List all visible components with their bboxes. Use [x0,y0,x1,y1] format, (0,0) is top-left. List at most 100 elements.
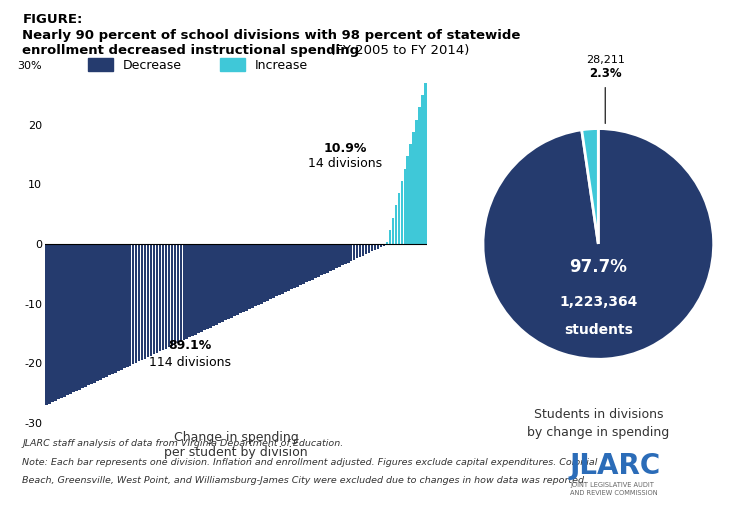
Bar [138,244,140,361]
Wedge shape [483,129,714,359]
Bar [305,244,308,282]
Text: 114 divisions: 114 divisions [148,356,231,368]
Bar [57,244,60,400]
Bar [400,181,404,244]
Bar [404,169,406,244]
Bar [278,244,280,295]
Bar [221,244,224,322]
Bar [251,244,254,308]
Bar [102,244,104,378]
Bar [66,244,69,395]
Text: 14 divisions: 14 divisions [308,157,382,170]
Bar [230,244,233,318]
Bar [326,244,328,272]
Bar [398,193,400,244]
Bar [394,206,398,244]
Bar [218,244,221,323]
Text: 1,223,364: 1,223,364 [559,295,638,309]
Bar [350,244,352,261]
Bar [275,244,278,296]
Bar [63,244,66,397]
Bar [290,244,292,290]
Bar [191,244,194,336]
Bar [239,244,242,313]
Bar [413,132,416,244]
Text: students: students [564,323,633,337]
Text: FIGURE:: FIGURE: [22,13,82,26]
Bar [75,244,78,391]
Text: 89.1%: 89.1% [168,339,211,352]
Bar [51,244,54,402]
Text: 10.9%: 10.9% [323,142,367,155]
Bar [170,244,173,346]
Bar [376,244,380,249]
Bar [257,244,260,305]
Bar [167,244,170,347]
Bar [358,244,362,257]
Bar [173,244,176,345]
Bar [245,244,248,310]
Text: 97.7%: 97.7% [569,258,627,276]
Text: Students in divisions
by change in spending: Students in divisions by change in spend… [527,408,670,439]
Bar [302,244,304,284]
Bar [266,244,268,301]
Bar [123,244,125,368]
Bar [132,244,134,364]
Bar [334,244,338,268]
Bar [135,244,137,363]
Bar [296,244,298,286]
Bar [272,244,274,298]
Bar [54,244,57,401]
Bar [150,244,152,356]
Bar [242,244,245,312]
Text: Beach, Greensville, West Point, and Williamsburg-James City were excluded due to: Beach, Greensville, West Point, and Will… [22,476,587,485]
Bar [364,244,368,254]
Bar [120,244,122,370]
Bar [96,244,99,381]
X-axis label: Change in spending
per student by division: Change in spending per student by divisi… [164,431,308,459]
Bar [410,144,413,244]
Bar [356,244,358,258]
Bar [332,244,334,270]
Bar [188,244,191,337]
Text: (FY 2005 to FY 2014): (FY 2005 to FY 2014) [326,44,470,57]
Bar [87,244,90,385]
Bar [78,244,81,390]
Bar [117,244,119,371]
Bar [281,244,284,294]
Bar [161,244,164,350]
Bar [141,244,143,360]
Bar [416,119,419,244]
Bar [185,244,188,339]
Bar [293,244,296,288]
Bar [215,244,218,325]
Bar [287,244,290,291]
Bar [105,244,107,377]
Bar [158,244,161,351]
Bar [45,244,48,405]
Bar [248,244,251,309]
Bar [284,244,286,292]
Bar [224,244,227,320]
Bar [236,244,239,315]
Bar [111,244,113,374]
Bar [317,244,320,277]
Bar [108,244,110,375]
Bar [311,244,314,280]
Bar [144,244,146,359]
Bar [370,244,374,251]
Bar [212,244,215,326]
Bar [346,244,350,263]
Bar [179,244,182,342]
Bar [386,242,388,244]
Bar [194,244,197,335]
Bar [147,244,149,357]
Text: Note: Each bar represents one division. Inflation and enrollment adjusted. Figur: Note: Each bar represents one division. … [22,458,598,467]
Bar [388,230,392,244]
Bar [48,244,51,404]
Bar [227,244,230,319]
Bar [424,83,427,244]
Bar [308,244,310,281]
Bar [60,244,63,398]
Bar [340,244,344,265]
